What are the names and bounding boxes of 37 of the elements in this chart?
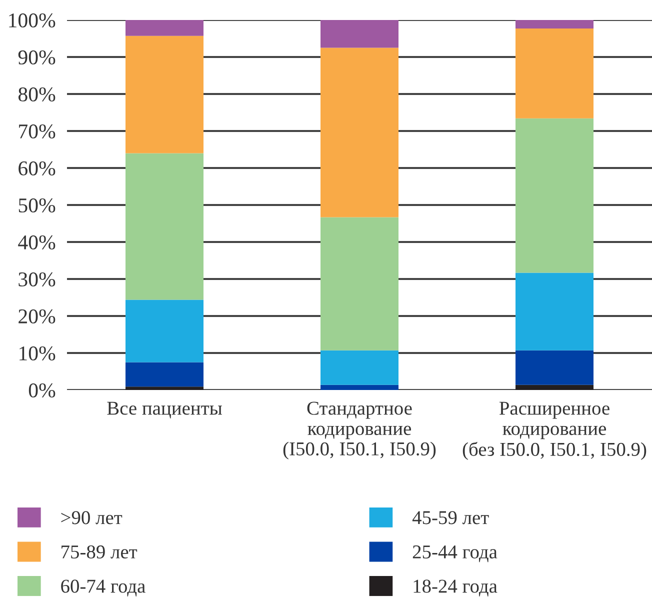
y-tick-label: 40%	[18, 235, 56, 250]
bar	[126, 20, 204, 36]
bar	[126, 386, 204, 390]
y-tick-label: 70%	[19, 124, 56, 138]
bar	[126, 362, 204, 387]
bar	[516, 20, 594, 29]
legend-label: 25-44 года	[412, 545, 498, 562]
y-tick-label: 0%	[28, 383, 56, 398]
y-tick-label: 10%	[20, 346, 56, 360]
bar	[516, 118, 594, 273]
bar	[320, 217, 398, 350]
bar	[516, 28, 594, 118]
y-tick-label: 90%	[18, 50, 56, 64]
bar	[516, 272, 594, 350]
legend-label: 45-59 лет	[412, 511, 489, 524]
legend-label: 60-74 года	[61, 580, 146, 596]
bar	[320, 384, 398, 390]
y-tick-label: 80%	[18, 87, 56, 102]
legend-label: 18-24 года	[414, 580, 498, 596]
bar	[320, 350, 398, 385]
y-tick-label: 30%	[18, 272, 56, 286]
x-tick-label: Стандартное кодирование (I50.0, I50.1, I50.9)	[283, 402, 436, 460]
y-tick-label: 100%	[9, 13, 56, 28]
bar	[126, 36, 204, 154]
bar	[126, 153, 204, 300]
legend-label: 75-89 лет	[62, 545, 138, 558]
bar	[516, 350, 594, 385]
bar	[126, 300, 204, 362]
y-tick-label: 60%	[18, 161, 56, 176]
y-tick-label: 50%	[18, 198, 56, 212]
bar	[320, 20, 398, 48]
x-tick-label: Все пациенты	[107, 402, 222, 418]
x-tick-label: Расширенное кодирование (без I50.0, I50.1, I50.9)	[462, 402, 646, 460]
y-tick-label: 20%	[18, 309, 56, 324]
bar	[320, 48, 398, 218]
legend-label: >90 лет	[61, 511, 122, 524]
bar	[516, 384, 594, 390]
